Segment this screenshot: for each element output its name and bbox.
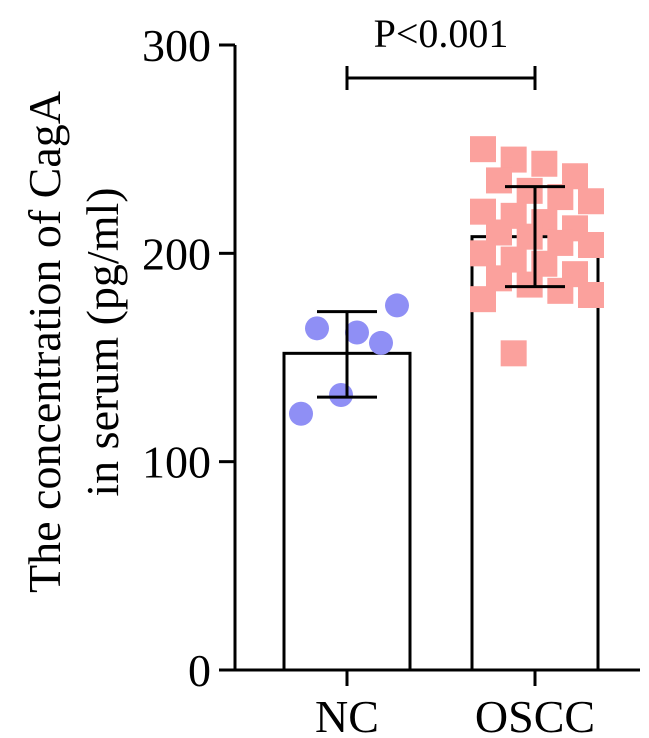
axes-layer <box>233 45 640 672</box>
point-nc <box>329 383 353 407</box>
y-axis-label-line-1: The concentration of CagA <box>19 91 70 593</box>
points-layer <box>289 136 604 426</box>
point-nc <box>385 293 409 318</box>
point-oscc <box>531 150 558 177</box>
point-nc <box>305 316 329 341</box>
significance-annotation: P<0.001 <box>345 11 537 90</box>
point-nc <box>345 320 369 345</box>
point-oscc <box>578 232 604 258</box>
error-bars-layer <box>317 185 565 399</box>
y-axis-ticks: 0 100 200 300 <box>142 20 235 696</box>
y-tick-label-0: 0 <box>188 645 211 696</box>
point-oscc <box>516 177 543 204</box>
y-axis-label: The concentration of CagA in serum (pg/m… <box>19 91 128 593</box>
point-oscc <box>516 271 543 298</box>
point-nc <box>369 330 393 355</box>
point-oscc <box>578 188 604 215</box>
x-tick-label-nc: NC <box>315 691 379 738</box>
point-oscc <box>547 184 574 211</box>
x-axis-ticks: NC OSCC <box>315 670 595 738</box>
point-oscc <box>578 282 604 308</box>
point-oscc <box>547 277 574 304</box>
y-tick-label-200: 200 <box>142 228 211 279</box>
x-tick-label-oscc: OSCC <box>475 691 595 738</box>
y-axis-label-line-2: in serum (pg/ml) <box>77 187 128 496</box>
y-tick-label-100: 100 <box>142 437 211 488</box>
point-oscc <box>470 240 496 267</box>
point-oscc <box>486 167 512 194</box>
point-nc <box>289 401 313 426</box>
significance-label: P<0.001 <box>374 11 509 56</box>
point-oscc <box>470 286 496 313</box>
point-oscc <box>470 136 496 163</box>
y-tick-label-300: 300 <box>142 20 211 71</box>
point-oscc <box>500 340 527 367</box>
point-oscc <box>516 223 543 250</box>
